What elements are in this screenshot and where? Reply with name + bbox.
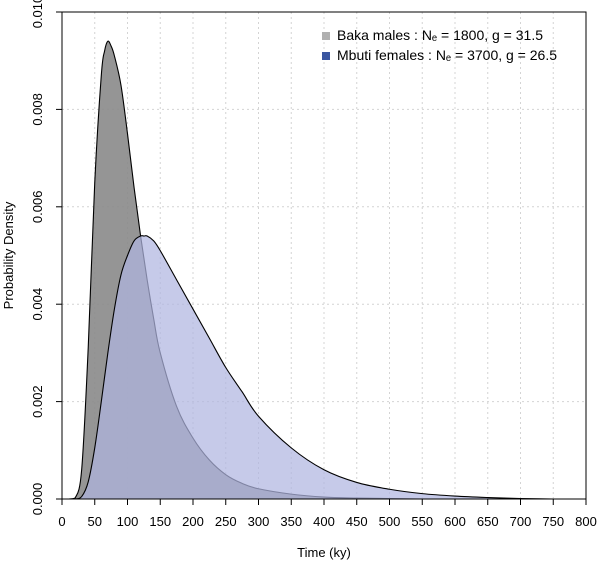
x-tick-label: 350 [280,514,302,529]
density-areas [62,40,586,500]
x-tick-label: 500 [379,514,401,529]
y-tick-label: 0.004 [30,288,45,321]
curve-mbuti-females [62,235,586,500]
y-tick-label: 0.010 [30,0,45,28]
x-tick-label: 50 [88,514,102,529]
x-tick-label: 550 [411,514,433,529]
x-tick-label: 600 [444,514,466,529]
y-tick-label: 0.008 [30,93,45,126]
x-tick-label: 100 [117,514,139,529]
x-tick-label: 700 [510,514,532,529]
y-tick-label: 0.000 [30,483,45,516]
x-tick-label: 450 [346,514,368,529]
area-mbuti-females [62,235,586,499]
x-tick-label: 200 [182,514,204,529]
legend-swatch [322,32,330,40]
legend-label: Baka males : Nₑ = 1800, g = 31.5 [337,27,543,43]
x-tick-label: 800 [575,514,597,529]
legend-swatch [322,52,330,60]
y-axis: 0.000 0.002 0.004 0.006 0.008 0.010 [30,0,62,515]
y-axis-title: Probability Density [1,201,16,309]
x-tick-label: 300 [248,514,270,529]
y-tick-label: 0.006 [30,191,45,224]
x-tick-label: 250 [215,514,237,529]
x-axis-title: Time (ky) [297,545,351,560]
x-tick-label: 150 [149,514,171,529]
y-tick-label: 0.002 [30,385,45,418]
x-tick-label: 650 [477,514,499,529]
x-tick-label: 750 [542,514,564,529]
x-tick-label: 400 [313,514,335,529]
legend-label: Mbuti females : Nₑ = 3700, g = 26.5 [337,47,557,63]
x-axis: 0 50 100 150 200 250 300 350 400 450 500 550 600 650 7… [58,499,597,529]
x-tick-label: 0 [58,514,65,529]
legend: Baka males : Nₑ = 1800, g = 31.5 Mbuti fe… [322,27,557,63]
